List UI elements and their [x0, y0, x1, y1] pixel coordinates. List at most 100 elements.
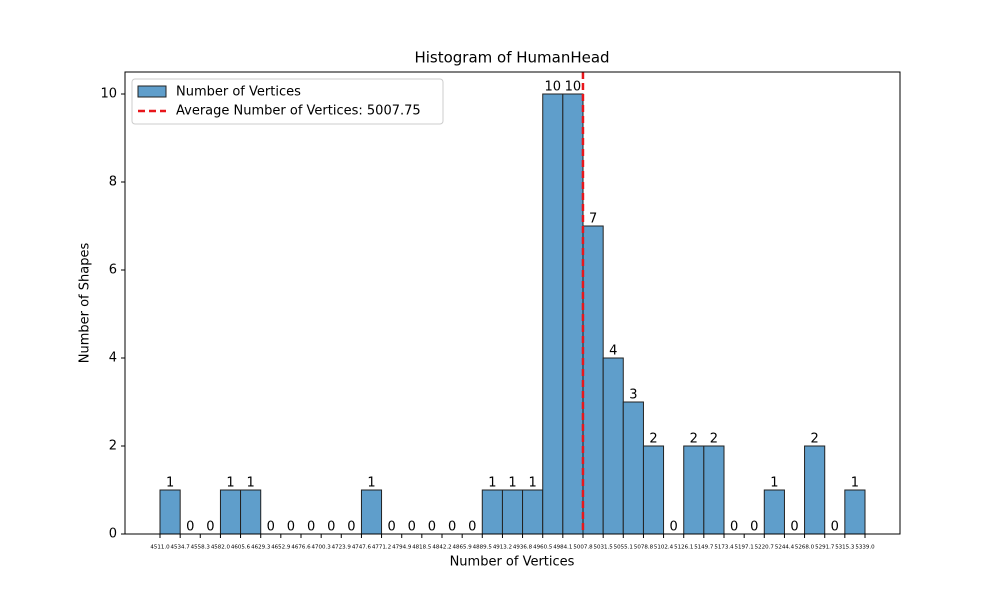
bar-value-label: 0 — [206, 520, 214, 535]
y-tick-label: 10 — [100, 87, 117, 102]
bar — [542, 93, 564, 535]
bar — [844, 489, 866, 535]
x-tick-label: 5291.7 — [815, 545, 835, 551]
x-tick-label: 4913.2 — [493, 545, 512, 551]
x-tick-label: 5173.4 — [714, 545, 734, 551]
bar-value-label: 1 — [166, 476, 174, 491]
plot-frame — [124, 71, 901, 535]
y-axis-label: Number of Shapes — [78, 243, 93, 364]
bar-value-label: 4 — [609, 344, 617, 359]
x-tick-label: 5031.5 — [594, 545, 614, 551]
bar-value-label: 10 — [545, 80, 562, 95]
bar-value-label: 0 — [267, 520, 275, 535]
bar — [481, 489, 503, 535]
x-tick-label: 4582.0 — [211, 545, 231, 551]
bar-value-label: 0 — [468, 520, 476, 535]
bar-value-label: 1 — [246, 476, 254, 491]
bar-value-label: 2 — [690, 432, 698, 447]
bar-value-label: 2 — [811, 432, 819, 447]
bar-value-label: 2 — [710, 432, 718, 447]
bar — [240, 489, 262, 535]
bar-value-label: 0 — [790, 520, 798, 535]
bar-value-label: 7 — [589, 212, 597, 227]
x-tick-label: 5126.1 — [674, 545, 693, 551]
bar-value-label: 1 — [508, 476, 516, 491]
bar — [522, 489, 544, 535]
bar-value-label: 0 — [448, 520, 456, 535]
x-axis-label: Number of Vertices — [450, 555, 575, 570]
bar-value-label: 1 — [367, 476, 375, 491]
x-tick-label: 4818.5 — [412, 545, 432, 551]
bar — [683, 445, 705, 535]
x-tick-label: 5055.1 — [614, 545, 633, 551]
x-tick-label: 4889.5 — [473, 545, 493, 551]
bar — [602, 357, 624, 535]
x-tick-label: 4605.6 — [231, 545, 251, 551]
x-tick-label: 4511.0 — [150, 545, 170, 551]
bar — [501, 489, 524, 535]
x-tick-label: 5149.7 — [694, 545, 714, 551]
x-tick-label: 4984.1 — [553, 545, 572, 551]
bar-value-label: 0 — [408, 520, 416, 535]
x-tick-label: 4558.3 — [191, 545, 211, 551]
x-tick-label: 4747.6 — [352, 545, 372, 551]
y-tick-label: 0 — [109, 527, 117, 542]
bar — [763, 489, 785, 535]
bar-value-label: 10 — [565, 80, 582, 95]
legend-box — [131, 78, 444, 125]
x-tick-label: 5007.8 — [573, 545, 593, 551]
x-tick-label: 4676.6 — [291, 545, 311, 551]
bar — [703, 445, 725, 535]
bar-value-label: 0 — [750, 520, 758, 535]
bar-value-label: 0 — [730, 520, 738, 535]
x-tick-label: 5220.7 — [755, 545, 775, 551]
bar — [642, 445, 665, 535]
x-tick-label: 4842.2 — [432, 545, 451, 551]
bar-value-label: 1 — [770, 476, 778, 491]
bar-value-label: 0 — [428, 520, 436, 535]
bar-value-label: 0 — [287, 520, 295, 535]
x-tick-label: 5078.8 — [634, 545, 654, 551]
x-tick-label: 5102.4 — [654, 545, 674, 551]
x-tick-label: 4534.7 — [171, 545, 191, 551]
bar-value-label: 0 — [669, 520, 677, 535]
x-tick-label: 4936.8 — [513, 545, 533, 551]
bar — [582, 225, 604, 535]
legend-label: Number of Vertices — [176, 85, 301, 100]
bar — [562, 93, 584, 535]
bar — [219, 489, 242, 535]
y-tick-label: 8 — [109, 175, 117, 190]
bar-value-label: 2 — [649, 432, 657, 447]
legend-label: Average Number of Vertices: 5007.75 — [176, 104, 421, 119]
bar-value-label: 0 — [387, 520, 395, 535]
x-tick-label: 4652.9 — [271, 545, 291, 551]
bar-value-label: 0 — [327, 520, 335, 535]
bar-value-label: 1 — [528, 476, 536, 491]
y-tick-label: 6 — [109, 263, 117, 278]
x-tick-label: 4960.5 — [533, 545, 553, 551]
bar-value-label: 1 — [226, 476, 234, 491]
bar-value-label: 0 — [186, 520, 194, 535]
bar-value-label: 0 — [831, 520, 839, 535]
bar — [360, 489, 383, 535]
x-tick-label: 5244.4 — [775, 545, 795, 551]
y-tick-label: 2 — [109, 439, 117, 454]
bar-value-label: 1 — [851, 476, 859, 491]
x-tick-label: 4794.9 — [392, 545, 412, 551]
bar-value-label: 0 — [347, 520, 355, 535]
legend-swatch — [137, 85, 167, 98]
x-tick-label: 5339.0 — [855, 545, 875, 551]
x-tick-label: 4723.9 — [332, 545, 352, 551]
x-tick-label: 5315.3 — [835, 545, 855, 551]
bar — [622, 401, 644, 535]
x-tick-label: 5197.1 — [735, 545, 754, 551]
x-tick-label: 4771.2 — [372, 545, 391, 551]
bar — [159, 489, 181, 535]
chart-title: Histogram of HumanHead — [414, 49, 609, 67]
bar — [804, 445, 826, 535]
x-tick-label: 4865.9 — [453, 545, 473, 551]
y-tick-label: 4 — [109, 351, 117, 366]
x-tick-label: 5268.0 — [795, 545, 815, 551]
bar-value-label: 3 — [629, 388, 637, 403]
